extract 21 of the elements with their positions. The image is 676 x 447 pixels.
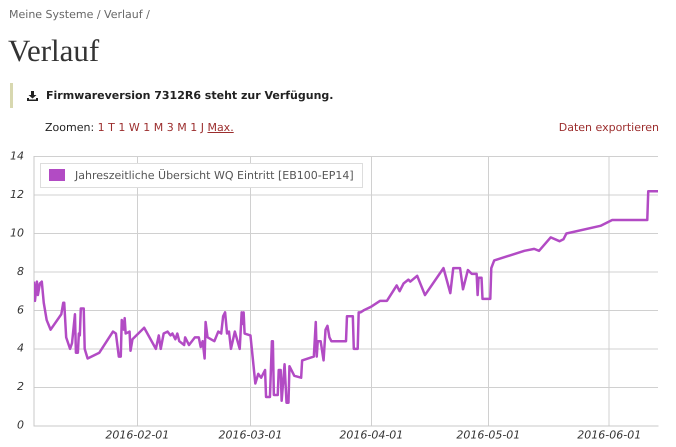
text: Max. bbox=[207, 121, 234, 134]
y-tick-label: 12 bbox=[10, 188, 24, 201]
y-tick-label: 8 bbox=[16, 264, 24, 278]
text: Daten exportieren bbox=[558, 121, 659, 134]
text: Firmwareversion 7312R6 steht zur Verfügung. bbox=[46, 89, 334, 102]
y-tick-label: 6 bbox=[16, 303, 24, 316]
y-tick-label: 2 bbox=[16, 380, 24, 394]
y-tick-label: 4 bbox=[16, 342, 24, 355]
legend-label: Jahreszeitliche Übersicht WQ Eintritt [EB100-EP14] bbox=[74, 168, 354, 182]
x-tick-label: 2016-04-01 bbox=[339, 428, 404, 442]
x-tick-label: 2016-05-01 bbox=[456, 428, 520, 442]
y-tick-label: 14 bbox=[10, 149, 24, 162]
chart-title: Verlauf bbox=[8, 33, 100, 69]
x-tick-label: 2016-06-01 bbox=[577, 428, 642, 442]
x-tick-label: 2016-03-01 bbox=[218, 428, 282, 442]
text: Meine Systeme / Verlauf / bbox=[9, 8, 150, 21]
x-tick-label: 2016-02-01 bbox=[105, 428, 170, 442]
y-tick-label: 0 bbox=[16, 418, 24, 432]
text: Zoomen: bbox=[45, 121, 94, 134]
y-tick-label: 10 bbox=[10, 226, 24, 240]
text: 1 T 1 W 1 M 3 M 1 J bbox=[98, 121, 204, 134]
